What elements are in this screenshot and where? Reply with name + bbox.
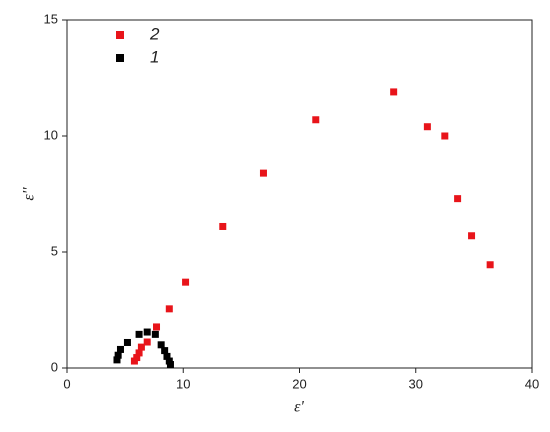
point — [114, 351, 122, 359]
legend-text: 2 — [149, 24, 160, 43]
legend-text: 1 — [150, 47, 159, 66]
x-tick-label: 20 — [292, 376, 306, 391]
x-axis-title: ε' — [294, 399, 304, 416]
point — [123, 338, 131, 346]
point — [423, 123, 431, 131]
point — [454, 195, 462, 203]
point — [219, 222, 227, 230]
point — [390, 88, 398, 96]
y-tick-label: 15 — [44, 11, 58, 26]
point — [153, 323, 161, 331]
point — [116, 345, 124, 353]
x-tick-label: 40 — [525, 376, 539, 391]
point — [468, 232, 476, 240]
plot-frame — [66, 19, 533, 369]
point — [113, 356, 121, 364]
point — [182, 278, 190, 286]
point — [312, 116, 320, 124]
point — [486, 261, 494, 269]
y-tick-label: 0 — [51, 359, 58, 374]
legend-swatch — [116, 31, 124, 39]
y-tick-label: 10 — [44, 127, 58, 142]
point — [165, 305, 173, 313]
point — [157, 341, 165, 349]
point — [143, 338, 151, 346]
point — [259, 169, 267, 177]
point — [143, 328, 151, 336]
x-tick-label: 10 — [176, 376, 190, 391]
point — [166, 361, 174, 369]
point — [135, 330, 143, 338]
point — [137, 343, 145, 351]
point — [163, 352, 171, 360]
point — [135, 349, 143, 357]
point — [161, 347, 169, 355]
point — [133, 354, 141, 362]
y-axis-title: ε'' — [21, 187, 38, 201]
point — [151, 330, 159, 338]
point — [441, 132, 449, 140]
x-tick-label: 30 — [409, 376, 423, 391]
x-tick-label: 0 — [63, 376, 70, 391]
legend-swatch — [116, 54, 124, 62]
y-tick-label: 5 — [51, 243, 58, 258]
